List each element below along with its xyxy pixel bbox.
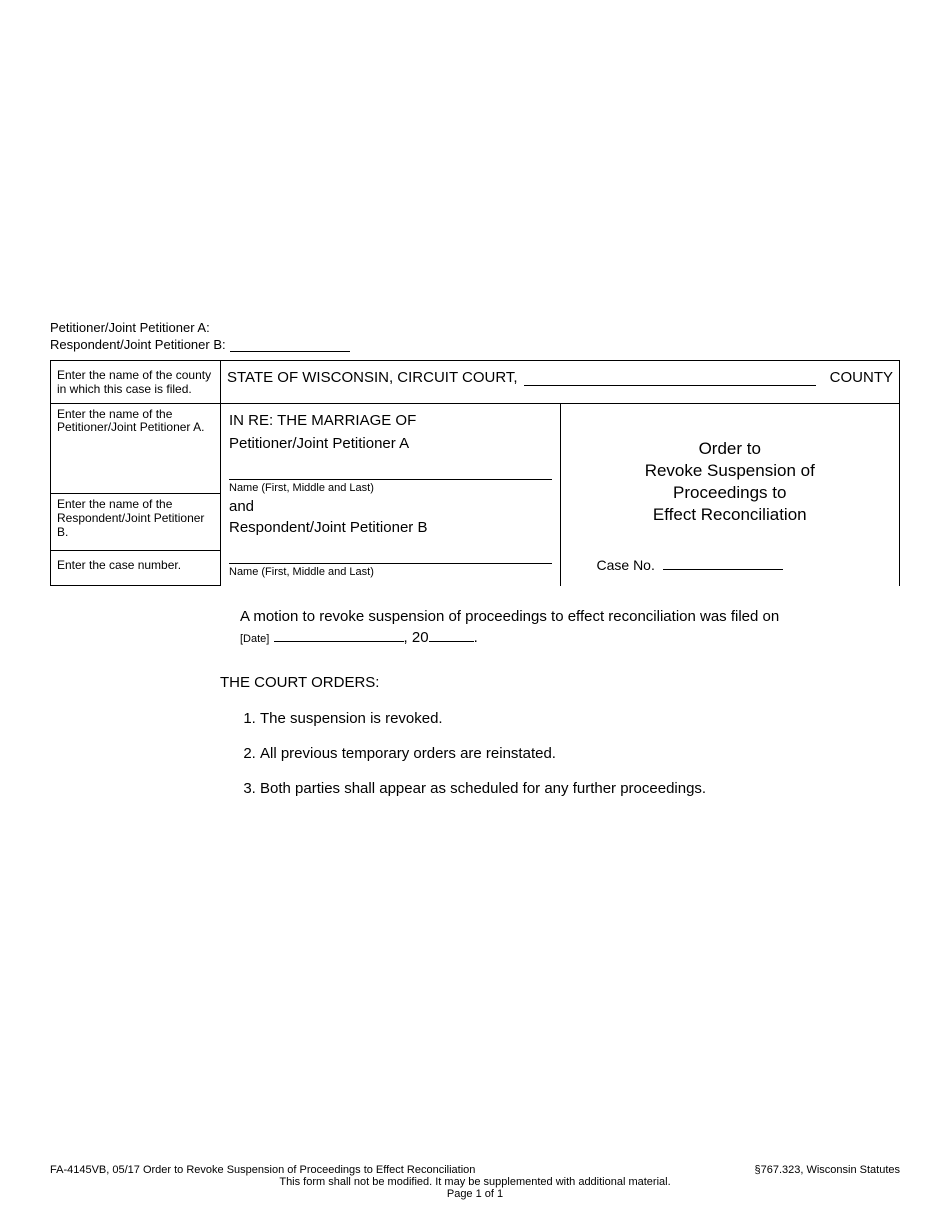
instruction-case-no: Enter the case number.: [57, 555, 214, 577]
instruction-county: Enter the name of the county in which th…: [57, 369, 214, 397]
pet-a-role: Petitioner/Joint Petitioner A: [229, 435, 552, 452]
state-court-label: STATE OF WISCONSIN, CIRCUIT COURT,: [227, 369, 518, 386]
order-title-l1: Order to: [567, 438, 894, 460]
date-bracket-label: [Date]: [240, 633, 269, 645]
county-input[interactable]: [524, 372, 816, 386]
date-input[interactable]: [274, 628, 404, 642]
and-word: and: [229, 498, 552, 515]
orders-heading: THE COURT ORDERS:: [220, 672, 840, 693]
footer-center-1: This form shall not be modified. It may …: [50, 1176, 900, 1188]
pet-b-name-caption: Name (First, Middle and Last): [229, 566, 552, 578]
case-no-label: Case No.: [597, 557, 655, 573]
county-word: COUNTY: [830, 369, 893, 386]
party-header: Petitioner/Joint Petitioner A: Responden…: [50, 320, 900, 352]
footer-left: FA-4145VB, 05/17 Order to Revoke Suspens…: [50, 1164, 475, 1176]
petitioner-b-label: Respondent/Joint Petitioner B:: [50, 337, 226, 352]
year-input[interactable]: [429, 628, 474, 642]
motion-paragraph: A motion to revoke suspension of proceed…: [240, 606, 840, 648]
order-title-l2: Revoke Suspension of: [567, 460, 894, 482]
page-footer: FA-4145VB, 05/17 Order to Revoke Suspens…: [50, 1164, 900, 1200]
order-title-l3: Proceedings to: [567, 482, 894, 504]
motion-text: A motion to revoke suspension of proceed…: [240, 608, 779, 625]
pet-b-name-input[interactable]: [229, 546, 552, 564]
petitioner-b-input[interactable]: [230, 338, 350, 352]
footer-center-2: Page 1 of 1: [50, 1188, 900, 1200]
order-item-3: Both parties shall appear as scheduled f…: [260, 778, 840, 799]
period: .: [474, 629, 478, 646]
order-title: Order to Revoke Suspension of Proceeding…: [567, 408, 894, 526]
petitioner-a-label: Petitioner/Joint Petitioner A:: [50, 320, 210, 335]
pet-a-name-input[interactable]: [229, 462, 552, 480]
order-item-1: The suspension is revoked.: [260, 708, 840, 729]
pet-a-name-caption: Name (First, Middle and Last): [229, 482, 552, 494]
instruction-pet-a: Enter the name of the Petitioner/Joint P…: [57, 408, 214, 436]
order-item-2: All previous temporary orders are reinst…: [260, 743, 840, 764]
form-table: Enter the name of the county in which th…: [50, 360, 900, 586]
footer-right: §767.323, Wisconsin Statutes: [754, 1164, 900, 1176]
instruction-pet-b: Enter the name of the Respondent/Joint P…: [57, 498, 214, 539]
pet-b-role: Respondent/Joint Petitioner B: [229, 519, 552, 536]
in-re-label: IN RE: THE MARRIAGE OF: [229, 412, 552, 429]
year-prefix: , 20: [404, 629, 429, 646]
orders-list: The suspension is revoked. All previous …: [240, 708, 840, 799]
case-no-input[interactable]: [663, 556, 783, 570]
order-title-l4: Effect Reconciliation: [567, 504, 894, 526]
